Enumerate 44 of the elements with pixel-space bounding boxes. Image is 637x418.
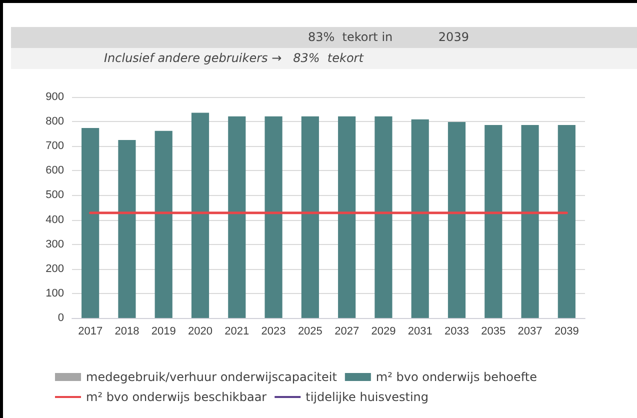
- x-tick-label: 2039: [554, 326, 579, 338]
- legend-label: tijdelijke huisvesting: [306, 390, 429, 404]
- bar: [521, 124, 539, 318]
- text: Inclusief andere gebruikers → 83% tekort: [104, 50, 364, 67]
- x-tick-label: 2025: [298, 326, 322, 338]
- y-tick-label: 700: [46, 140, 64, 152]
- x-tick-label: 2031: [408, 326, 432, 338]
- y-tick-label: 600: [46, 164, 64, 177]
- y-tick-label: 400: [46, 214, 64, 226]
- bar: [82, 128, 100, 318]
- bar: [374, 116, 392, 318]
- bar: [338, 116, 356, 318]
- y-tick-label: 100: [46, 287, 64, 300]
- bar: [264, 116, 282, 318]
- x-tick-label: 2037: [518, 326, 542, 338]
- bar: [154, 130, 172, 318]
- bar: [448, 122, 466, 318]
- y-tick-label: 500: [46, 189, 64, 202]
- x-tick-label: 2023: [261, 326, 286, 338]
- bar: [301, 116, 319, 318]
- legend-label: m² bvo onderwijs beschikbaar: [86, 390, 267, 404]
- x-tick-label: 2029: [371, 326, 396, 338]
- x-tick-label: 2020: [188, 326, 212, 338]
- text: 83% tekort in 2039: [308, 29, 469, 46]
- x-tick-label: 2027: [334, 326, 360, 338]
- bar: [411, 119, 429, 318]
- x-tick-label: 2035: [481, 326, 506, 338]
- legend-label: medegebruik/verhuur onderwijscapaciteit: [86, 370, 338, 384]
- bar: [228, 116, 246, 318]
- x-tick-label: 2033: [444, 326, 469, 338]
- bar: [118, 140, 136, 318]
- legend-label: m² bvo onderwijs behoefte: [376, 370, 537, 384]
- y-tick-label: 300: [46, 238, 64, 250]
- x-tick-label: 2019: [151, 326, 176, 338]
- bar: [558, 124, 576, 318]
- y-tick-label: 800: [46, 116, 64, 128]
- y-tick-label: 0: [58, 312, 64, 324]
- x-tick-label: 2018: [114, 326, 140, 338]
- x-tick-label: 2017: [78, 326, 103, 338]
- y-tick-label: 200: [46, 262, 64, 275]
- y-tick-label: 900: [46, 91, 64, 103]
- bar: [484, 124, 502, 318]
- bar: [191, 112, 210, 318]
- x-tick-label: 2021: [224, 326, 250, 338]
